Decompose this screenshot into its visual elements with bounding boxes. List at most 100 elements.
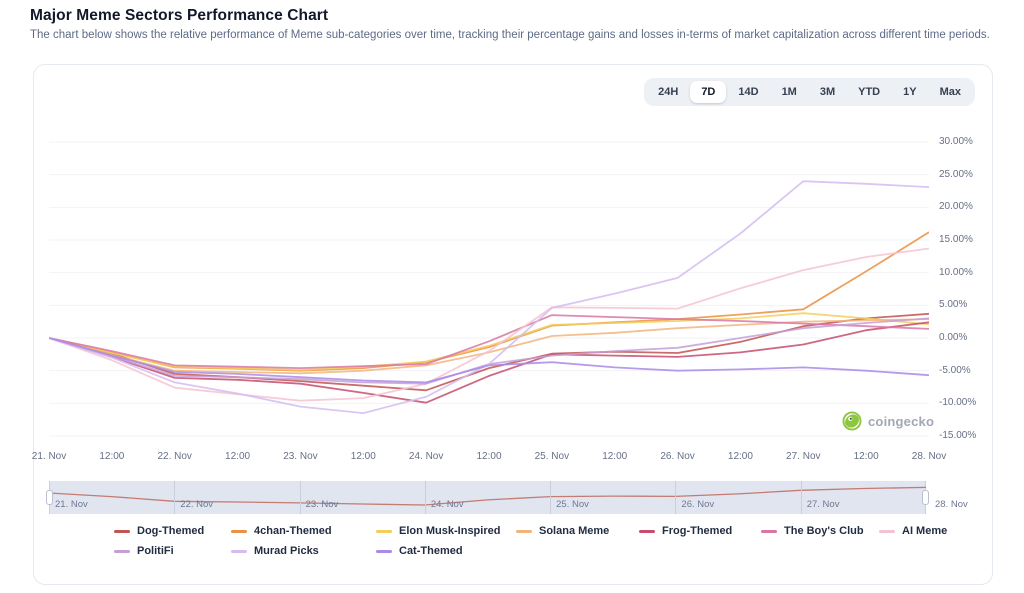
performance-line-chart — [49, 141, 929, 437]
y-axis-tick: 25.00% — [939, 168, 973, 180]
navigator-line — [49, 486, 926, 506]
x-axis-tick: 12:00 — [853, 451, 879, 462]
legend-item-cat-themed[interactable]: Cat-Themed — [376, 545, 516, 557]
legend-label: Elon Musk-Inspired — [399, 525, 501, 537]
y-axis: 30.00% 25.00% 20.00% 15.00% 10.00% 5.00% 0.00%… — [939, 136, 993, 441]
x-axis-tick: 27. Nov — [786, 451, 821, 462]
navigator-left-handle[interactable] — [46, 490, 53, 505]
y-axis-tick: 0.00% — [939, 332, 968, 343]
range-button-ytd[interactable]: YTD — [847, 81, 891, 103]
legend-marker — [376, 549, 392, 553]
navigator-label: 26. Nov — [681, 499, 715, 510]
legend-label: Frog-Themed — [662, 525, 733, 537]
y-axis-tick: 5.00% — [939, 299, 968, 311]
x-axis-tick: 21. Nov — [31, 451, 67, 462]
y-axis-tick: -5.00% — [939, 364, 971, 376]
x-axis-tick: 12:00 — [602, 451, 628, 462]
x-axis-tick: 22. Nov — [157, 451, 192, 462]
x-axis: 21. Nov 12:00 22. Nov 12:00 23. Nov 12:00 24. … — [32, 451, 946, 465]
legend-marker — [639, 529, 655, 533]
legend-marker — [231, 529, 247, 533]
legend-label: The Boy's Club — [784, 525, 864, 537]
navigator-label: 25. Nov — [556, 499, 589, 510]
navigator-gridline — [550, 481, 552, 514]
series-line-4chan-themed — [49, 231, 929, 372]
legend-item-ai-meme[interactable]: AI Meme — [879, 525, 947, 537]
coingecko-watermark: coingecko — [842, 411, 934, 431]
navigator-selected-range[interactable] — [49, 481, 926, 514]
range-navigator[interactable]: 21. Nov 22. Nov 23. Nov 24. Nov 25. Nov 26. N… — [46, 481, 991, 514]
watermark-label: coingecko — [868, 413, 935, 429]
x-axis-tick: 12:00 — [476, 451, 502, 462]
legend-label: AI Meme — [902, 525, 948, 537]
legend-label: Murad Picks — [254, 545, 319, 557]
x-axis-tick: 12:00 — [727, 451, 753, 462]
navigator-gridline — [675, 481, 677, 514]
range-button-1y[interactable]: 1Y — [892, 81, 927, 103]
range-button-max[interactable]: Max — [929, 81, 972, 103]
chart-legend: Dog-Themed 4chan-Themed Elon Musk-Inspired… — [114, 525, 947, 557]
y-axis-tick: 10.00% — [939, 266, 973, 278]
legend-item-4chan-themed[interactable]: 4chan-Themed — [231, 525, 376, 537]
navigator-right-handle[interactable] — [922, 490, 929, 505]
legend-item-elon-musk-inspired[interactable]: Elon Musk-Inspired — [376, 525, 516, 537]
y-axis-tick: -15.00% — [939, 430, 977, 441]
navigator-gridline — [800, 481, 802, 514]
series-line-cat-themed — [49, 337, 929, 384]
range-button-1m[interactable]: 1M — [771, 81, 808, 103]
chart-card: 24H 7D 14D 1M 3M YTD 1Y Max 30.00% 25.00% 20.00% 1… — [32, 64, 993, 585]
legend-label: Dog-Themed — [137, 525, 205, 537]
series-line-elon-musk-inspired — [49, 312, 929, 371]
series-line-the-boy-s-club — [49, 314, 929, 370]
legend-item-murad-picks[interactable]: Murad Picks — [231, 545, 376, 557]
legend-marker — [114, 529, 130, 533]
y-axis-tick: -10.00% — [939, 397, 977, 409]
navigator-label: 24. Nov — [430, 499, 464, 510]
range-button-24h[interactable]: 24H — [647, 81, 689, 103]
legend-label: Cat-Themed — [399, 545, 463, 557]
y-axis-tick: 20.00% — [939, 201, 973, 213]
navigator-gridline — [174, 481, 176, 514]
navigator-gridline — [299, 481, 301, 514]
x-axis-tick: 12:00 — [225, 451, 251, 462]
range-button-7d[interactable]: 7D — [690, 81, 727, 103]
x-axis-tick: 12:00 — [99, 451, 125, 462]
navigator-mini-chart — [49, 486, 926, 506]
navigator-label: 21. Nov — [55, 499, 88, 510]
legend-marker — [879, 529, 895, 533]
legend-label: 4chan-Themed — [254, 525, 332, 537]
series-line-murad-picks — [49, 180, 929, 415]
y-axis-tick: 30.00% — [939, 136, 973, 147]
legend-marker — [376, 529, 392, 533]
main-chart-plot[interactable] — [49, 140, 929, 440]
legend-marker — [761, 529, 777, 533]
navigator-label: 22. Nov — [180, 499, 214, 510]
series-line-frog-themed — [49, 321, 929, 404]
x-axis-tick: 12:00 — [350, 451, 376, 462]
page-title: Major Meme Sectors Performance Chart — [30, 7, 329, 24]
legend-item-politifi[interactable]: PolitiFi — [114, 545, 231, 557]
legend-item-dog-themed[interactable]: Dog-Themed — [114, 525, 231, 537]
legend-marker — [516, 529, 532, 533]
range-button-14d[interactable]: 14D — [727, 81, 769, 103]
legend-label: Solana Meme — [539, 525, 610, 537]
navigator-label: 23. Nov — [305, 499, 339, 510]
series-line-ai-meme — [49, 247, 929, 402]
navigator-gridline — [424, 481, 426, 514]
x-axis-tick: 24. Nov — [408, 451, 444, 462]
legend-label: PolitiFi — [137, 545, 174, 557]
time-range-selector: 24H 7D 14D 1M 3M YTD 1Y Max — [644, 78, 975, 106]
legend-item-the-boy-s-club[interactable]: The Boy's Club — [761, 525, 879, 537]
x-axis-tick: 25. Nov — [534, 451, 570, 462]
gecko-icon — [842, 411, 862, 431]
legend-marker — [231, 549, 247, 553]
navigator-label: 28. Nov — [935, 499, 968, 510]
legend-item-frog-themed[interactable]: Frog-Themed — [639, 525, 761, 537]
legend-marker — [114, 549, 130, 553]
navigator-label: 27. Nov — [806, 499, 840, 510]
page-subtitle: The chart below shows the relative perfo… — [30, 29, 990, 41]
x-axis-tick: 26. Nov — [660, 451, 695, 462]
legend-item-solana-meme[interactable]: Solana Meme — [516, 525, 639, 537]
range-button-3m[interactable]: 3M — [809, 81, 846, 103]
y-axis-tick: 15.00% — [939, 234, 973, 245]
